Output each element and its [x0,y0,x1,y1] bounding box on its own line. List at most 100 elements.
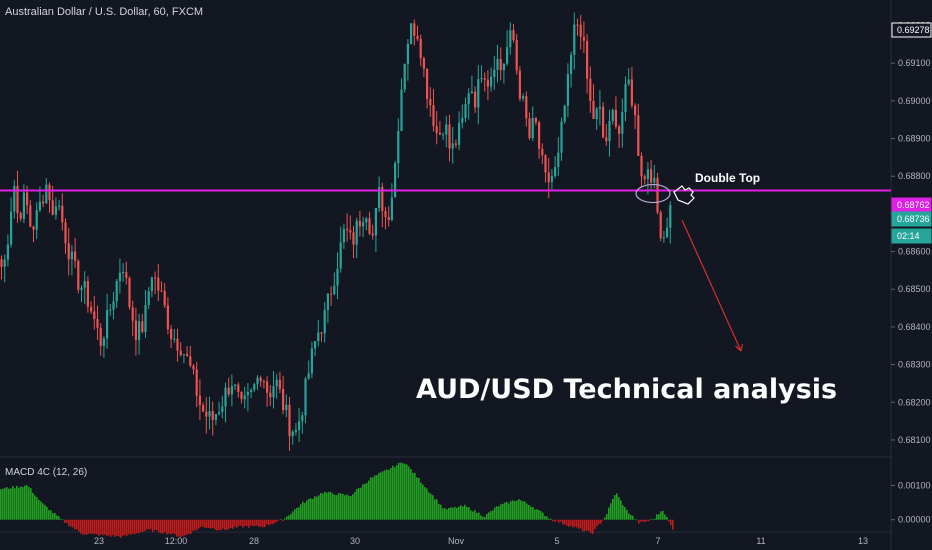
macd-bar [282,519,284,522]
time-axis[interactable]: 23 12:00 28 30 Nov 5 7 11 13 [94,536,868,546]
macd-bar [438,504,440,520]
macd-bar [550,518,552,520]
macd-bar [44,504,46,520]
macd-bar [516,500,518,520]
candle-body [368,218,371,234]
candle-body [221,406,224,413]
macd-bar [608,507,610,520]
candle-body [38,201,41,211]
price-axis[interactable]: 0.692000.691000.690000.689000.688000.687… [891,21,932,525]
candle-body [493,69,496,77]
macd-bar [48,510,50,520]
candle-body [515,39,518,71]
candle-body [198,395,201,406]
macd-bar [642,519,644,522]
macd-bar [310,498,312,520]
candle-body [250,389,253,393]
candle-body [6,244,9,260]
macd-bar [22,487,24,520]
candle-body [573,24,576,55]
price-tag-label: 0.68736 [897,214,930,224]
projection-arrow-line [681,219,742,352]
macd-bar [620,500,622,520]
macd-bar [316,496,318,520]
macd-bar [422,484,424,520]
macd-bar [594,519,596,530]
candle-body [266,381,269,393]
candle-body [406,43,409,64]
price-tag-label: 0.69278 [897,25,930,35]
macd-bar [658,514,660,520]
candle-body [115,281,118,302]
candle-body [371,233,374,236]
candle-body [496,58,499,70]
candle-body [310,348,313,374]
macd-bar [202,519,204,527]
candle-body [560,121,563,153]
macd-bar [616,493,618,520]
macd-bar [166,519,168,535]
candle-body [621,112,624,134]
candle-body [554,166,557,176]
macd-bar [318,495,320,520]
macd-bar [198,519,200,529]
macd-bar [114,519,116,537]
candle-body [448,124,451,149]
candle-body [426,68,429,100]
macd-bar [212,519,214,529]
macd-bar [56,515,58,520]
macd-bar [358,488,360,520]
candle-body [134,320,137,340]
candle-body [445,124,448,135]
macd-bar [596,519,598,527]
price-tick-label: 0.68900 [898,134,931,144]
candle-body [227,387,230,395]
macd-bar [588,519,590,531]
macd-bar [216,519,218,531]
candle-body [269,392,272,398]
candle-body [211,411,214,420]
time-tick-label: 11 [756,536,765,546]
macd-bar [394,467,396,520]
macd-bar [436,499,438,520]
macd-bar [484,517,486,520]
candle-body [483,78,486,80]
candle-body [70,251,73,260]
candle-body [112,301,115,310]
candle-body [432,105,435,127]
macd-bar [146,519,148,530]
grid-lines [0,0,892,550]
macd-bar [50,510,52,520]
macd-bar [414,473,416,520]
candle-body [186,354,189,357]
candle-body [666,227,669,238]
candle-body [262,381,265,383]
candle-body [522,96,525,99]
candle-body [502,63,505,71]
macd-bar [278,519,280,521]
candle-body [205,411,208,417]
candle-body [166,305,169,330]
macd-bar [0,489,2,520]
candle-body [442,134,445,136]
candle-body [259,377,262,382]
macd-bar [174,519,176,535]
macd-bar [622,505,624,520]
macd-bar [568,519,570,527]
macd-bar [320,493,322,520]
macd-bar [668,519,670,522]
macd-bar [554,519,556,522]
candle-body [22,192,25,219]
candle-body [650,169,653,183]
time-tick-label: 13 [858,536,868,546]
candle-body [275,379,278,387]
macd-bar [430,493,432,520]
candle-body [419,38,422,59]
candle-body [86,281,89,307]
macd-bar [576,519,578,528]
macd-bar [64,519,66,523]
macd-bar [122,519,124,536]
macd-bar [390,468,392,520]
macd-bar [248,519,250,528]
